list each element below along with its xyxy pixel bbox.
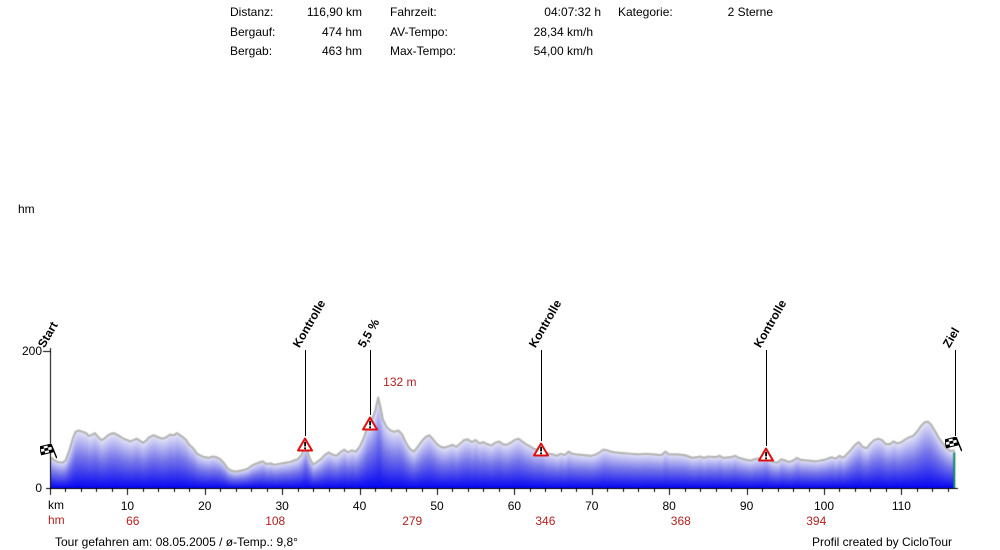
y-axis-unit-label: hm bbox=[18, 202, 35, 216]
x-axis-unit-label: km bbox=[48, 498, 64, 512]
warning-triangle-icon bbox=[532, 442, 549, 460]
hm-row-value: 108 bbox=[265, 514, 286, 528]
finish-flag-icon bbox=[943, 436, 963, 457]
distanz-label: Distanz: bbox=[230, 5, 274, 19]
x-tick-label: 40 bbox=[352, 499, 367, 513]
max-tempo-value: 54,00 km/h bbox=[533, 44, 593, 58]
hm-row-value: 66 bbox=[126, 514, 140, 528]
warning-triangle-icon bbox=[757, 447, 774, 465]
peak-elevation-annotation: 132 m bbox=[383, 374, 417, 389]
bergauf-label: Bergauf: bbox=[230, 25, 276, 39]
bergab-label: Bergab: bbox=[230, 44, 273, 58]
hm-row-value: 279 bbox=[402, 514, 423, 528]
tour-date-text: Tour gefahren am: 08.05.2005 / ø-Temp.: … bbox=[55, 535, 298, 549]
y-tick-label: 200 bbox=[21, 344, 42, 358]
hm-row-value: 394 bbox=[806, 514, 827, 528]
hm-row-value: 346 bbox=[535, 514, 556, 528]
bergauf-value: 474 hm bbox=[321, 25, 362, 39]
av-tempo-label: AV-Tempo: bbox=[390, 25, 448, 39]
hm-row-value: 368 bbox=[670, 514, 691, 528]
x-tick-label: 60 bbox=[507, 499, 522, 513]
marker-line bbox=[305, 350, 306, 436]
warning-triangle-icon bbox=[297, 437, 314, 455]
x-tick-label: 110 bbox=[891, 499, 911, 513]
bergab-value: 463 hm bbox=[321, 44, 362, 58]
x-tick-label: 100 bbox=[813, 499, 835, 513]
x-tick-label: 80 bbox=[662, 499, 676, 513]
hm-row-label: hm bbox=[48, 513, 65, 527]
av-tempo-value: 28,34 km/h bbox=[533, 25, 593, 39]
marker-line bbox=[370, 350, 371, 416]
kategorie-value: 2 Sterne bbox=[727, 5, 773, 19]
start-flag-icon bbox=[38, 443, 58, 464]
y-tick-label: 0 bbox=[35, 481, 42, 495]
marker-line bbox=[766, 350, 767, 447]
distanz-value: 116,90 km bbox=[306, 5, 362, 19]
x-tick-label: 30 bbox=[275, 499, 289, 513]
fahrzeit-label: Fahrzeit: bbox=[390, 5, 437, 19]
x-tick-label: 70 bbox=[585, 499, 599, 513]
x-tick-label: 50 bbox=[430, 499, 444, 513]
cyclotour-credit-text: Profil created by CicloTour bbox=[811, 535, 952, 549]
fahrzeit-value: 04:07:32 h bbox=[544, 5, 601, 19]
x-tick-label: 90 bbox=[739, 499, 754, 513]
max-tempo-label: Max-Tempo: bbox=[390, 44, 457, 58]
x-tick-label: 10 bbox=[120, 499, 135, 513]
marker-line bbox=[541, 350, 542, 441]
warning-triangle-icon bbox=[361, 416, 378, 434]
marker-line bbox=[955, 350, 956, 437]
x-tick-label: 20 bbox=[198, 499, 212, 513]
kategorie-label: Kategorie: bbox=[618, 5, 673, 19]
